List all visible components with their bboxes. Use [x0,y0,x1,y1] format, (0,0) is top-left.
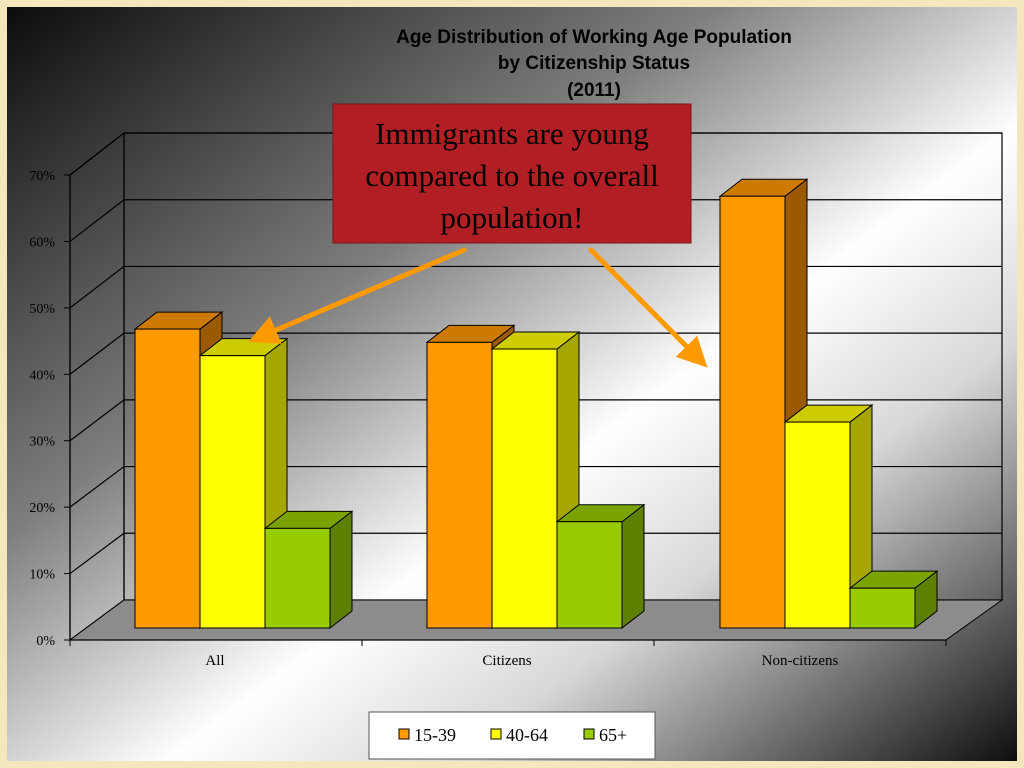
bar-side [621,503,645,630]
callout-line-2: compared to the overall [365,158,659,193]
bar-front [849,587,916,629]
category-label-all: All [205,653,224,669]
y-tick-label: 30% [29,435,55,450]
y-tick-label: 10% [29,568,55,583]
bar-front [556,521,623,629]
arrow-to-non-citizens [588,247,708,368]
y-tick-label: 40% [29,368,55,383]
y-tick-label: 0% [36,634,55,649]
bar-front [719,195,786,629]
legend-label-15-39: 15-39 [414,725,456,745]
bar-non-citizens-65-plus [848,570,939,630]
x-axis-ticks [69,640,947,646]
gridline-side [69,399,125,442]
bar-all-65-plus [263,510,354,630]
gridline-side [69,532,125,575]
callout-box [332,103,692,244]
legend: 15-39 40-64 65+ [368,711,656,760]
bar-non-citizens-40-64 [783,404,874,630]
bar-front [134,328,201,629]
chart-title-line-2: by Citizenship Status [498,53,690,74]
bar-citizens-65-plus [555,503,646,630]
gridline-side [69,199,125,242]
y-tick-label: 20% [29,501,55,516]
callout: Immigrants are young compared to the ove… [332,103,692,244]
bar-front [426,341,493,629]
legend-box [368,711,656,760]
callout-line-1: Immigrants are young [375,116,649,151]
chart-title-line-1: Age Distribution of Working Age Populati… [396,27,792,48]
gridline-side [69,265,125,309]
category-label-non-citizens: Non-citizens [762,653,839,669]
gridline-side [69,132,125,176]
y-tick-label: 50% [29,302,55,317]
y-tick-label: 70% [29,169,55,184]
category-label-citizens: Citizens [482,653,531,669]
legend-swatch-65-plus [583,728,595,740]
legend-label-65-plus: 65+ [599,725,627,745]
legend-label-40-64: 40-64 [506,725,548,745]
legend-swatch-40-64 [490,728,502,740]
gridline-side [69,332,125,375]
bar-front [199,355,266,629]
arrow-to-all [248,247,467,344]
callout-line-3: population! [441,200,584,235]
y-tick-label: 60% [29,235,55,250]
y-axis-ticks: 0% 10% 20% 30% 40% 50% 60% 70% [29,169,70,649]
legend-swatch-15-39 [398,728,410,740]
bar-front [264,527,331,629]
gridline-side [69,466,125,508]
bar-side [329,510,353,630]
bar-front [784,421,851,629]
chart-title-line-3: (2011) [567,80,621,101]
bar-front [491,348,558,629]
bars [133,178,939,630]
